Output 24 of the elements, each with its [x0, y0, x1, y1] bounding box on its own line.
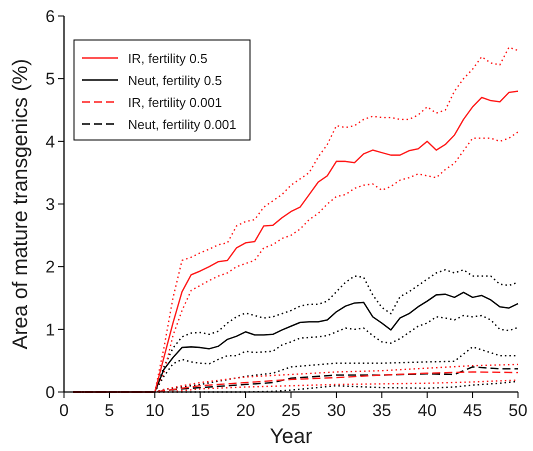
legend-label: Neut, fertility 0.001 — [128, 117, 236, 132]
legend-label: IR, fertility 0.5 — [128, 51, 208, 66]
y-axis-title: Area of mature transgenics (%) — [9, 58, 32, 350]
x-tick-label: 0 — [59, 401, 69, 420]
x-tick-label: 15 — [190, 401, 210, 420]
x-tick-label: 45 — [463, 401, 482, 420]
y-tick-label: 0 — [46, 383, 55, 402]
y-tick-label: 2 — [46, 258, 55, 277]
x-tick-label: 40 — [418, 401, 437, 420]
x-tick-label: 25 — [282, 401, 300, 420]
x-tick-label: 5 — [104, 401, 114, 420]
y-tick-label: 4 — [46, 132, 55, 152]
legend-label: IR, fertility 0.001 — [128, 95, 222, 110]
x-tick-label: 30 — [326, 401, 346, 420]
x-axis-title: Year — [270, 425, 312, 448]
y-tick-label: 1 — [46, 320, 55, 340]
x-tick-label: 50 — [508, 401, 528, 420]
x-tick-label: 35 — [372, 401, 392, 420]
x-tick-label: 10 — [145, 401, 164, 420]
y-tick-label: 3 — [46, 195, 55, 214]
y-tick-label: 5 — [46, 70, 55, 89]
y-tick-label: 6 — [46, 7, 55, 26]
x-tick-label: 20 — [236, 401, 256, 420]
legend-label: Neut, fertility 0.5 — [128, 73, 222, 88]
